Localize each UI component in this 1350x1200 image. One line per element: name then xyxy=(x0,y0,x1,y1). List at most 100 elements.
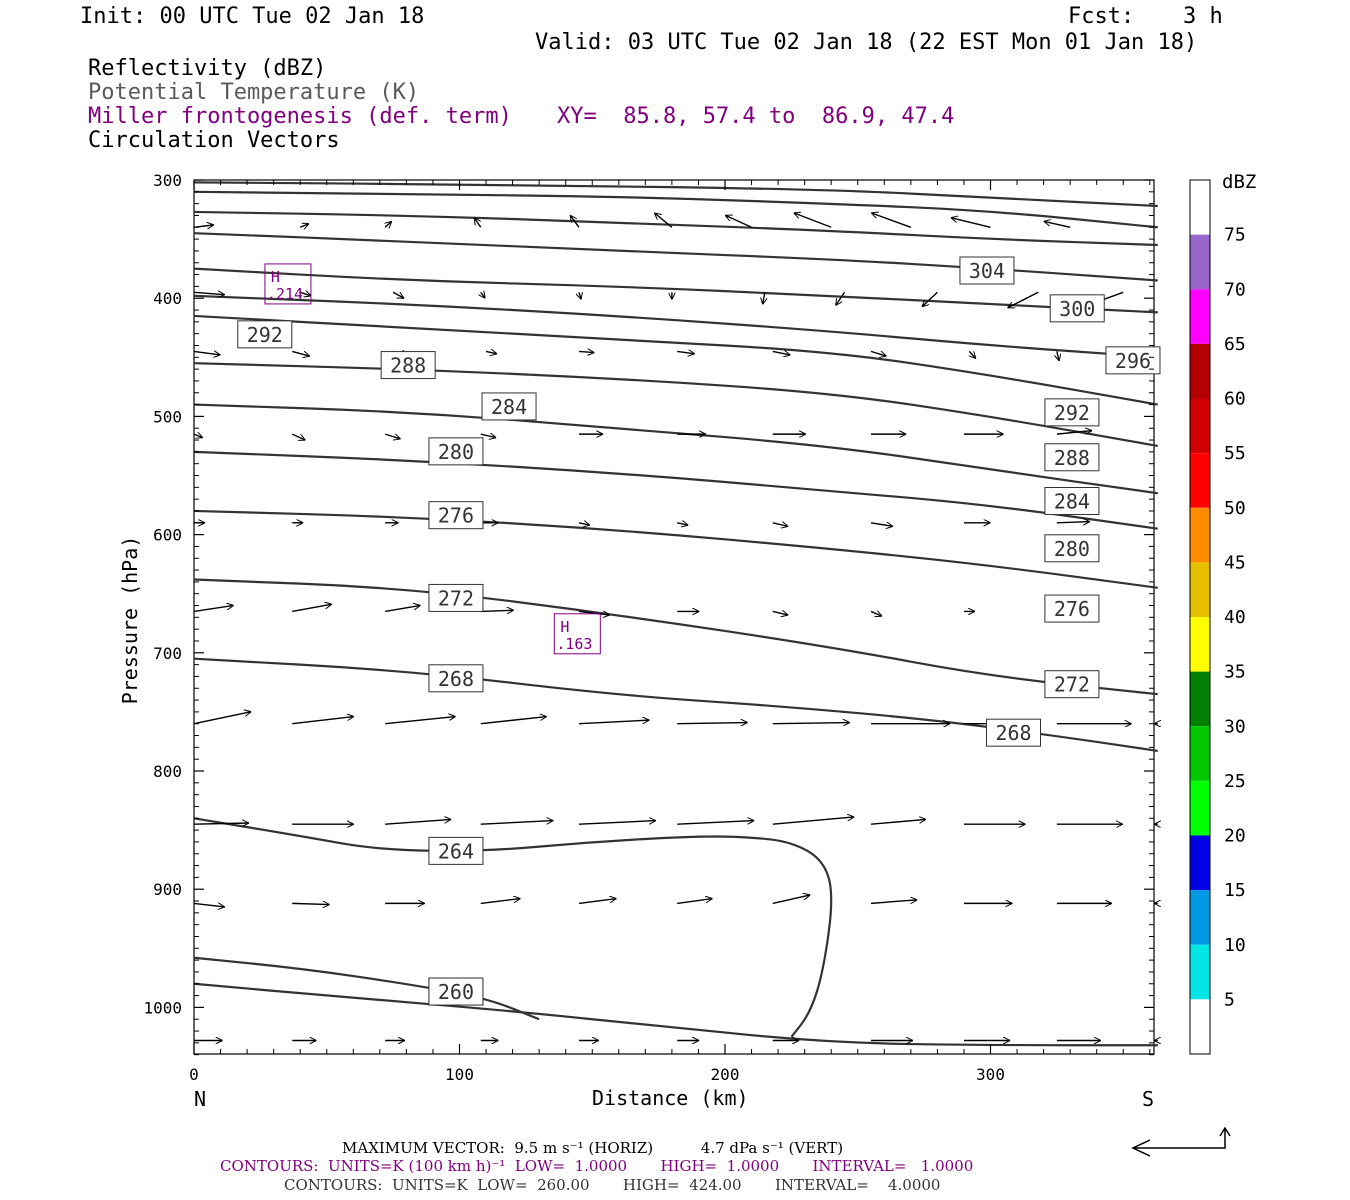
contour-label-box xyxy=(1044,398,1100,427)
circulation-vector xyxy=(292,717,354,725)
colorbar-segment xyxy=(1190,289,1210,344)
colorbar-segment xyxy=(1190,726,1210,781)
colorbar-level-label: 25 xyxy=(1224,771,1246,792)
circulation-vector xyxy=(922,291,938,306)
circulation-vector xyxy=(292,903,329,904)
theta-contour-292 xyxy=(193,314,1158,406)
contour-label: 272 xyxy=(1054,673,1090,697)
y-tick-label: 700 xyxy=(153,644,182,663)
colorbar-level-label: 60 xyxy=(1224,389,1246,410)
frontogenesis-max-value: .214 xyxy=(267,285,303,303)
colorbar-segment xyxy=(1190,507,1210,563)
circulation-vector xyxy=(772,817,854,825)
colorbar-level-label: 75 xyxy=(1224,225,1246,246)
circulation-vector xyxy=(772,611,788,615)
theta-contour-280 xyxy=(193,450,1158,530)
colorbar-level-label: 65 xyxy=(1224,334,1246,355)
circulation-vector xyxy=(578,720,649,725)
contour-label: 272 xyxy=(438,586,474,610)
theta-contour-288 xyxy=(193,362,1158,448)
contour-label-box xyxy=(1044,487,1100,516)
plot-frame xyxy=(193,179,1155,1055)
contour-label-box xyxy=(1049,294,1105,323)
contour-label-box xyxy=(1044,534,1100,563)
circulation-vector xyxy=(392,291,404,299)
contour-label-box xyxy=(428,664,484,693)
colorbar-segment xyxy=(1190,780,1210,836)
circulation-vector xyxy=(480,899,521,905)
frontogenesis-max-value: .163 xyxy=(556,635,592,653)
circulation-vector xyxy=(193,902,225,907)
y-tick-label: 300 xyxy=(153,171,182,190)
y-tick-label: 500 xyxy=(153,407,182,426)
circulation-vector xyxy=(677,821,754,825)
y-axis-title: Pressure (hPa) xyxy=(118,535,142,705)
circulation-vector xyxy=(579,292,581,299)
colorbar-segment xyxy=(1190,671,1210,727)
colorbar-level-label: 55 xyxy=(1224,443,1246,464)
circulation-vector xyxy=(677,899,712,905)
theta-contour-272 xyxy=(193,578,1158,696)
circulation-vector xyxy=(870,350,886,356)
colorbar-level-label: 45 xyxy=(1224,552,1246,573)
contour-label: 280 xyxy=(1054,537,1090,561)
forecast-label: Fcst: xyxy=(1068,4,1135,29)
circulation-vector xyxy=(578,821,656,825)
circulation-vector xyxy=(870,900,917,905)
colorbar-level-label: 70 xyxy=(1224,279,1246,300)
circulation-vector xyxy=(480,610,514,611)
circulation-vector xyxy=(480,821,554,825)
x-tick-label: 0 xyxy=(189,1065,199,1084)
frontogenesis-max-box xyxy=(264,263,312,305)
frontogenesis-max-label: H xyxy=(271,268,280,286)
colorbar-segment xyxy=(1190,234,1210,290)
contour-label: 284 xyxy=(1054,490,1090,514)
circulation-vector xyxy=(836,291,846,305)
x-axis-left-end: N xyxy=(194,1087,207,1111)
contour-label-box xyxy=(428,437,484,466)
circulation-vector xyxy=(480,434,496,438)
contour-label: 296 xyxy=(1115,349,1151,373)
circulation-vector xyxy=(291,433,305,440)
x-tick-label: 300 xyxy=(976,1065,1005,1084)
circulation-vector xyxy=(772,895,810,905)
circulation-vector xyxy=(193,351,220,355)
valid-time: Valid: 03 UTC Tue 02 Jan 18 (22 EST Mon … xyxy=(535,30,1198,55)
colorbar-segment xyxy=(1190,453,1210,508)
circulation-vector xyxy=(193,823,249,824)
theta-contour-296 xyxy=(193,294,1158,359)
circulation-vector xyxy=(794,213,832,228)
colorbar-level-label: 5 xyxy=(1224,989,1235,1010)
circulation-vector xyxy=(1007,291,1039,309)
theta-contour-300 xyxy=(193,267,1158,314)
circulation-vector xyxy=(570,215,580,228)
y-tick-label: 600 xyxy=(153,526,182,545)
contour-label: 288 xyxy=(390,354,426,378)
circulation-vector xyxy=(292,604,332,613)
theta-contour-260 xyxy=(193,982,1158,1047)
contour-label-box xyxy=(428,977,484,1006)
contour-label: 300 xyxy=(1059,297,1095,321)
circulation-vector xyxy=(299,292,311,296)
y-tick-label: 1000 xyxy=(143,998,182,1017)
circulation-vector xyxy=(677,723,747,724)
circulation-vector xyxy=(871,213,912,228)
circulation-vector xyxy=(870,819,926,825)
circulation-vector xyxy=(772,723,850,724)
field-frontogenesis: Miller frontogenesis (def. term) xyxy=(88,104,512,129)
circulation-vector xyxy=(193,712,251,725)
colorbar-segment xyxy=(1190,617,1210,672)
circulation-vector xyxy=(385,717,455,725)
theta-contour-308 xyxy=(193,210,1158,247)
maximum-vector-note: MAXIMUM VECTOR: 9.5 m s⁻¹ (HORIZ) 4.7 dP… xyxy=(342,1139,844,1157)
x-tick-label: 200 xyxy=(711,1065,740,1084)
theta-contour-316 xyxy=(193,181,1158,208)
colorbar-level-label: 50 xyxy=(1224,498,1246,519)
contour-label: 276 xyxy=(438,504,474,528)
init-time: Init: 00 UTC Tue 02 Jan 18 xyxy=(80,4,425,29)
y-tick-label: 800 xyxy=(153,762,182,781)
colorbar-segment xyxy=(1190,180,1210,235)
contour-label-box xyxy=(428,583,484,612)
theta-contour-264 xyxy=(193,817,833,1038)
